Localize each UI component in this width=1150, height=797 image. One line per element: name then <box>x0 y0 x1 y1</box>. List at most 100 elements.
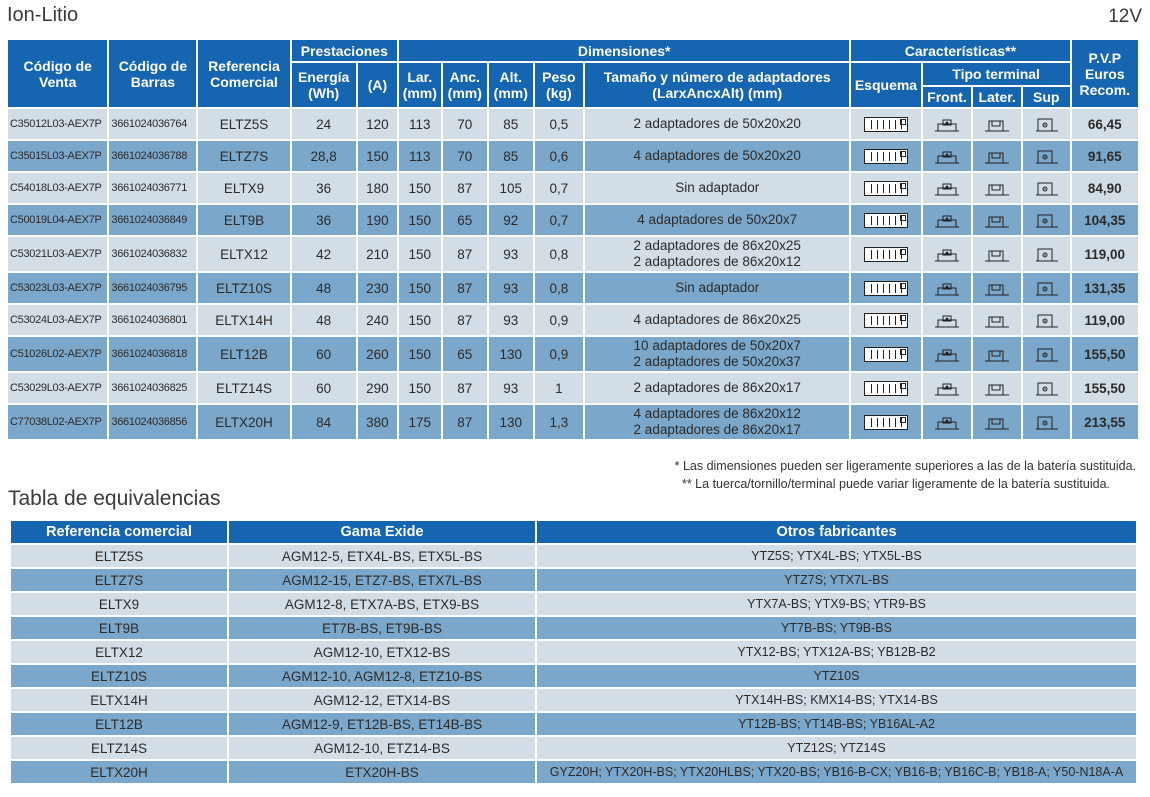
cell-energia: 48 <box>291 273 356 303</box>
top-terminal-icon <box>1036 182 1059 196</box>
cell-referencia: ELTX20H <box>198 405 290 439</box>
eq-header-exide: Gama Exide <box>229 521 535 543</box>
cell-sup <box>1022 109 1070 139</box>
cell-sup <box>1022 305 1070 335</box>
equivalences-table: Referencia comercial Gama Exide Otros fa… <box>9 519 1138 785</box>
lateral-terminal-icon <box>985 120 1010 132</box>
front-terminal-icon <box>934 119 959 132</box>
lateral-terminal-icon <box>985 216 1010 228</box>
cell-anc: 87 <box>442 373 488 403</box>
cell-alt: 130 <box>489 405 533 439</box>
top-terminal-icon <box>1036 348 1059 362</box>
cell-peso: 0,8 <box>534 273 584 303</box>
cell-pvp: 155,50 <box>1071 373 1138 403</box>
cell-sup <box>1022 141 1070 171</box>
table-row: C53024L03-AEX7P 3661024036801 ELTX14H 48 240… <box>8 305 1138 335</box>
table-row: ELTZ7S AGM12-15, ETZ7-BS, ETX7L-BS YTZ7S; … <box>11 569 1136 591</box>
front-terminal-icon <box>934 215 959 228</box>
cell-energia: 42 <box>291 237 356 271</box>
cell-adaptadores: 2 adaptadores de 86x20x25 2 adaptadores d… <box>585 237 850 271</box>
cell-anc: 65 <box>442 205 488 235</box>
cell-pvp: 91,65 <box>1071 141 1138 171</box>
battery-schematic-icon <box>863 212 908 228</box>
adapter-line-1: 2 adaptadores de 86x20x17 <box>633 380 801 395</box>
header-referencia: Referencia Comercial <box>198 40 290 107</box>
battery-schematic-icon <box>863 180 908 196</box>
cell-esquema <box>851 273 921 303</box>
cell-codigo-venta: C50019L04-AEX7P <box>8 205 108 235</box>
cell-energia: 36 <box>291 205 356 235</box>
cell-front <box>922 109 972 139</box>
cell-peso: 0,6 <box>534 141 584 171</box>
eq-cell-ref: ELTZ7S <box>11 569 227 591</box>
table-row: C77038L02-AEX7P 3661024036856 ELTX20H 84 380… <box>8 405 1138 439</box>
cell-lar: 150 <box>399 205 441 235</box>
cell-anc: 87 <box>442 273 488 303</box>
table-row: ELTX12 AGM12-10, ETX12-BS YTX12-BS; YTX12A… <box>11 641 1136 663</box>
cell-energia: 28,8 <box>291 141 356 171</box>
cell-referencia: ELTX12 <box>198 237 290 271</box>
cell-lar: 113 <box>399 109 441 139</box>
table-row: C53021L03-AEX7P 3661024036832 ELTX12 42 210 1… <box>8 237 1138 271</box>
header-later: Later. <box>973 87 1021 107</box>
cell-energia: 48 <box>291 305 356 335</box>
header-alt: Alt. (mm) <box>489 63 533 107</box>
cell-front <box>922 337 972 371</box>
battery-table: Código de Venta Código de Barras Referen… <box>6 38 1140 441</box>
cell-front <box>922 237 972 271</box>
table-row: C35015L03-AEX7P 3661024036788 ELTZ7S 28,8 15… <box>8 141 1138 171</box>
cell-referencia: ELTX14H <box>198 305 290 335</box>
header-esquema: Esquema <box>851 63 921 107</box>
cell-amperios: 180 <box>357 173 398 203</box>
cell-alt: 93 <box>489 237 533 271</box>
top-terminal-icon <box>1036 382 1059 396</box>
cell-front <box>922 141 972 171</box>
header-lar: Lar. (mm) <box>399 63 441 107</box>
table-row: ELTZ5S AGM12-5, ETX4L-BS, ETX5L-BS YTZ5S; … <box>11 545 1136 567</box>
cell-later <box>973 405 1021 439</box>
top-terminal-icon <box>1036 150 1059 164</box>
battery-schematic-icon <box>863 148 908 164</box>
equivalences-title: Tabla de equivalencias <box>8 487 221 510</box>
page-title: Ion-Litio <box>7 4 79 26</box>
cell-alt: 85 <box>489 109 533 139</box>
battery-schematic-icon <box>863 280 908 296</box>
header-peso: Peso (kg) <box>534 63 584 107</box>
header-tipo-terminal: Tipo terminal <box>922 63 1070 85</box>
cell-codigo-venta: C35015L03-AEX7P <box>8 141 108 171</box>
cell-lar: 150 <box>399 305 441 335</box>
eq-cell-otros: YT12B-BS; YT14B-BS; YB16AL-A2 <box>537 713 1136 735</box>
lateral-terminal-icon <box>985 250 1010 262</box>
cell-codigo-barras: 3661024036856 <box>109 405 197 439</box>
table-row: C50019L04-AEX7P 3661024036849 ELT9B 36 190 15… <box>8 205 1138 235</box>
eq-cell-exide: AGM12-10, ETZ14-BS <box>229 737 535 759</box>
eq-cell-ref: ELTZ14S <box>11 737 227 759</box>
cell-codigo-barras: 3661024036771 <box>109 173 197 203</box>
eq-cell-ref: ELTX14H <box>11 689 227 711</box>
cell-anc: 87 <box>442 173 488 203</box>
eq-cell-ref: ELT12B <box>11 713 227 735</box>
cell-pvp: 104,35 <box>1071 205 1138 235</box>
cell-later <box>973 237 1021 271</box>
header-anc: Anc. (mm) <box>442 63 488 107</box>
lateral-terminal-icon <box>985 418 1010 430</box>
cell-front <box>922 305 972 335</box>
table-row: ELTX9 AGM12-8, ETX7A-BS, ETX9-BS YTX7A-BS;… <box>11 593 1136 615</box>
cell-codigo-venta: C54018L03-AEX7P <box>8 173 108 203</box>
top-terminal-icon <box>1036 416 1059 430</box>
cell-referencia: ELTZ7S <box>198 141 290 171</box>
cell-referencia: ELTZ14S <box>198 373 290 403</box>
cell-front <box>922 205 972 235</box>
cell-codigo-venta: C53024L03-AEX7P <box>8 305 108 335</box>
battery-schematic-icon <box>863 116 908 132</box>
cell-peso: 0,9 <box>534 305 584 335</box>
adapter-line-1: 4 adaptadores de 86x20x25 <box>633 312 801 327</box>
cell-referencia: ELT12B <box>198 337 290 371</box>
cell-sup <box>1022 273 1070 303</box>
table-row: ELT9B ET7B-BS, ET9B-BS YT7B-BS; YT9B-BS <box>11 617 1136 639</box>
eq-cell-exide: ET7B-BS, ET9B-BS <box>229 617 535 639</box>
cell-anc: 87 <box>442 405 488 439</box>
cell-amperios: 290 <box>357 373 398 403</box>
adapter-line-2: 2 adaptadores de 86x20x17 <box>633 422 801 437</box>
cell-codigo-venta: C53029L03-AEX7P <box>8 373 108 403</box>
